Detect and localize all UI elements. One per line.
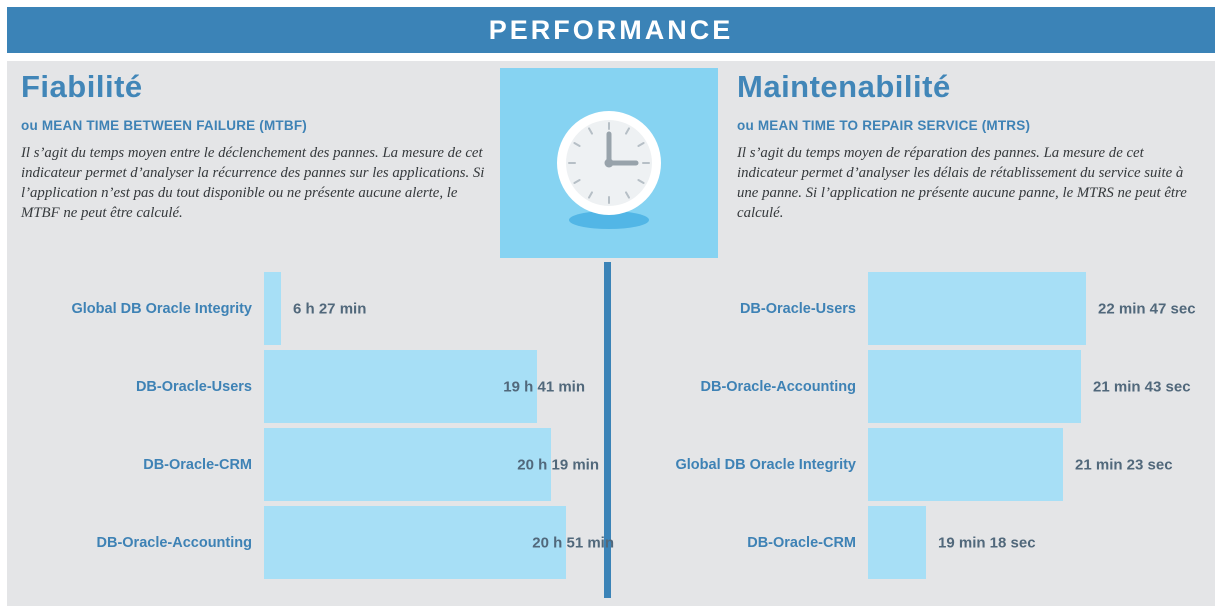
- bar-area: 19 h 41 min: [264, 350, 604, 423]
- chart-row: DB-Oracle-Users 22 min 47 sec: [611, 272, 1208, 345]
- bar-value: 20 h 51 min: [532, 534, 614, 551]
- chart-row: Global DB Oracle Integrity 6 h 27 min: [7, 272, 604, 345]
- bar-value: 21 min 23 sec: [1075, 456, 1173, 473]
- reliability-description: Il s’agit du temps moyen entre le déclen…: [21, 145, 485, 222]
- reliability-subtitle: ou MEAN TIME BETWEEN FAILURE (MTBF): [21, 118, 307, 133]
- mtbf-bar-chart: Global DB Oracle Integrity 6 h 27 min DB-O…: [7, 272, 614, 584]
- bar: [264, 506, 566, 579]
- page-title: PERFORMANCE: [488, 14, 734, 45]
- maintainability-subtitle: ou MEAN TIME TO REPAIR SERVICE (MTRS): [737, 118, 1031, 133]
- mtrs-bar-chart: DB-Oracle-Users 22 min 47 sec DB-Oracle-Ac…: [611, 272, 1208, 584]
- bar-area: 22 min 47 sec: [868, 272, 1208, 345]
- chart-row: DB-Oracle-Accounting 20 h 51 min: [7, 506, 614, 579]
- bar-label: Global DB Oracle Integrity: [71, 300, 253, 317]
- bar-area: 21 min 43 sec: [868, 350, 1208, 423]
- bar-label: DB-Oracle-Users: [135, 378, 252, 395]
- chart-row: DB-Oracle-Accounting 21 min 43 sec: [611, 350, 1208, 423]
- bar-area: 20 h 51 min: [264, 506, 614, 579]
- main-area: Fiabilité ou MEAN TIME BETWEEN FAILURE (…: [7, 61, 1215, 606]
- bar-value: 19 h 41 min: [503, 378, 585, 395]
- clock-icon: [557, 111, 661, 229]
- bar: [868, 428, 1063, 501]
- bar-label: Global DB Oracle Integrity: [675, 456, 857, 473]
- bar-value: 19 min 18 sec: [938, 534, 1036, 551]
- bar-label: DB-Oracle-Accounting: [700, 378, 857, 395]
- chart-row: Global DB Oracle Integrity 21 min 23 sec: [611, 428, 1208, 501]
- bar-area: 19 min 18 sec: [868, 506, 1208, 579]
- bar-value: 21 min 43 sec: [1093, 378, 1191, 395]
- bar-area: 6 h 27 min: [264, 272, 604, 345]
- panel-divider: [604, 262, 611, 598]
- bar: [868, 272, 1086, 345]
- performance-header: PERFORMANCE: [7, 7, 1215, 53]
- bar: [264, 272, 281, 345]
- bar-area: 20 h 19 min: [264, 428, 604, 501]
- bar: [868, 350, 1081, 423]
- bar-value: 20 h 19 min: [517, 456, 599, 473]
- chart-row: DB-Oracle-CRM 19 min 18 sec: [611, 506, 1208, 579]
- maintainability-title: Maintenabilité: [737, 69, 951, 104]
- bar-value: 22 min 47 sec: [1098, 300, 1196, 317]
- clock-tile: [500, 68, 718, 258]
- maintainability-description: Il s’agit du temps moyen de réparation d…: [737, 145, 1187, 222]
- bar-value: 6 h 27 min: [293, 300, 367, 317]
- bar-label: DB-Oracle-CRM: [747, 534, 856, 551]
- bar: [264, 350, 537, 423]
- bar-label: DB-Oracle-Users: [739, 300, 856, 317]
- chart-row: DB-Oracle-CRM 20 h 19 min: [7, 428, 604, 501]
- bar: [264, 428, 551, 501]
- bar-area: 21 min 23 sec: [868, 428, 1208, 501]
- bar-label: DB-Oracle-Accounting: [96, 534, 253, 551]
- bar: [868, 506, 926, 579]
- bar-label: DB-Oracle-CRM: [143, 456, 252, 473]
- chart-row: DB-Oracle-Users 19 h 41 min: [7, 350, 604, 423]
- reliability-title: Fiabilité: [21, 69, 143, 104]
